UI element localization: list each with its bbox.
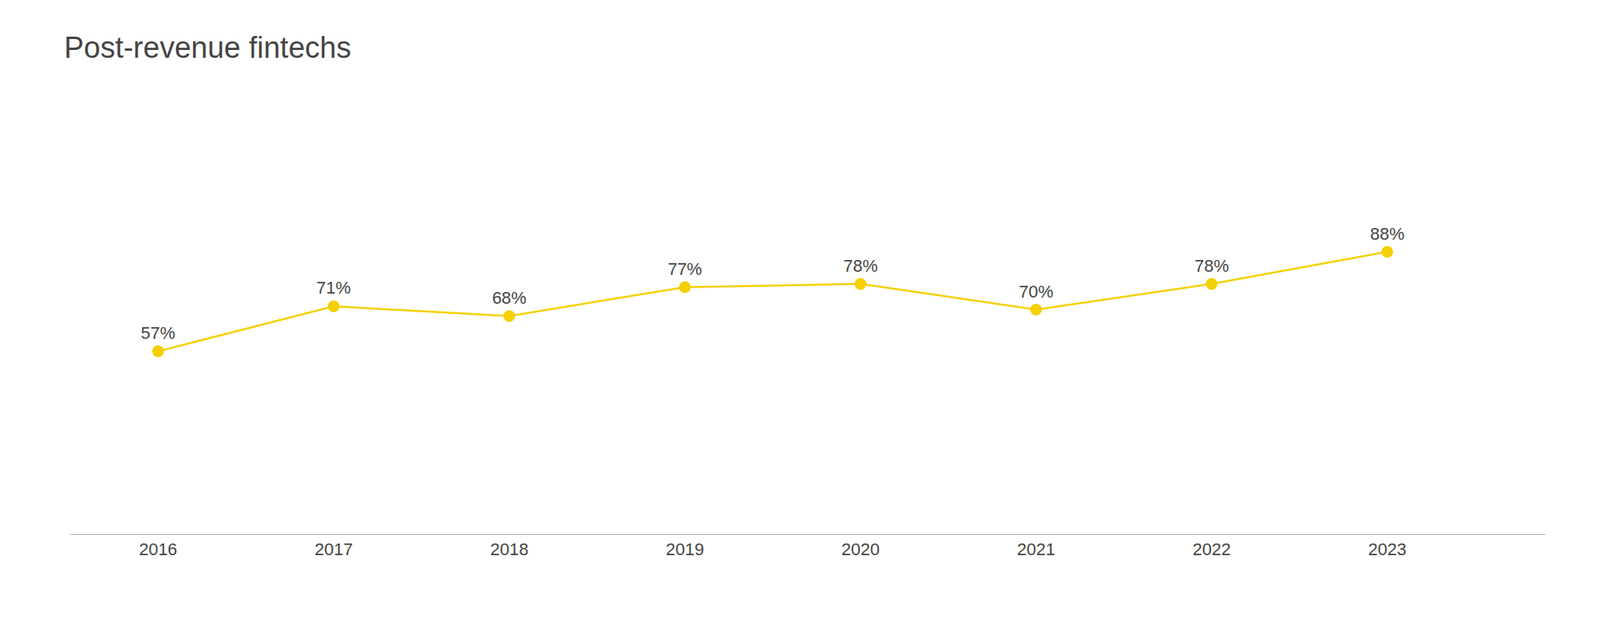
svg-text:2021: 2021 xyxy=(1017,539,1056,560)
svg-text:77%: 77% xyxy=(667,259,703,279)
svg-text:2023: 2023 xyxy=(1367,539,1407,560)
svg-text:68%: 68% xyxy=(492,288,527,308)
svg-text:2020: 2020 xyxy=(841,539,880,560)
svg-text:2017: 2017 xyxy=(314,539,354,560)
svg-text:57%: 57% xyxy=(140,323,175,343)
svg-text:88%: 88% xyxy=(1370,224,1405,244)
svg-text:2022: 2022 xyxy=(1192,539,1231,560)
svg-text:2018: 2018 xyxy=(489,539,529,560)
svg-text:78%: 78% xyxy=(1194,256,1229,276)
svg-text:2016: 2016 xyxy=(139,539,178,560)
svg-text:70%: 70% xyxy=(1018,282,1054,302)
svg-text:71%: 71% xyxy=(316,278,351,298)
svg-text:78%: 78% xyxy=(842,256,878,276)
svg-text:Post-revenue fintechs: Post-revenue fintechs xyxy=(64,31,352,65)
svg-text:2019: 2019 xyxy=(665,539,704,560)
